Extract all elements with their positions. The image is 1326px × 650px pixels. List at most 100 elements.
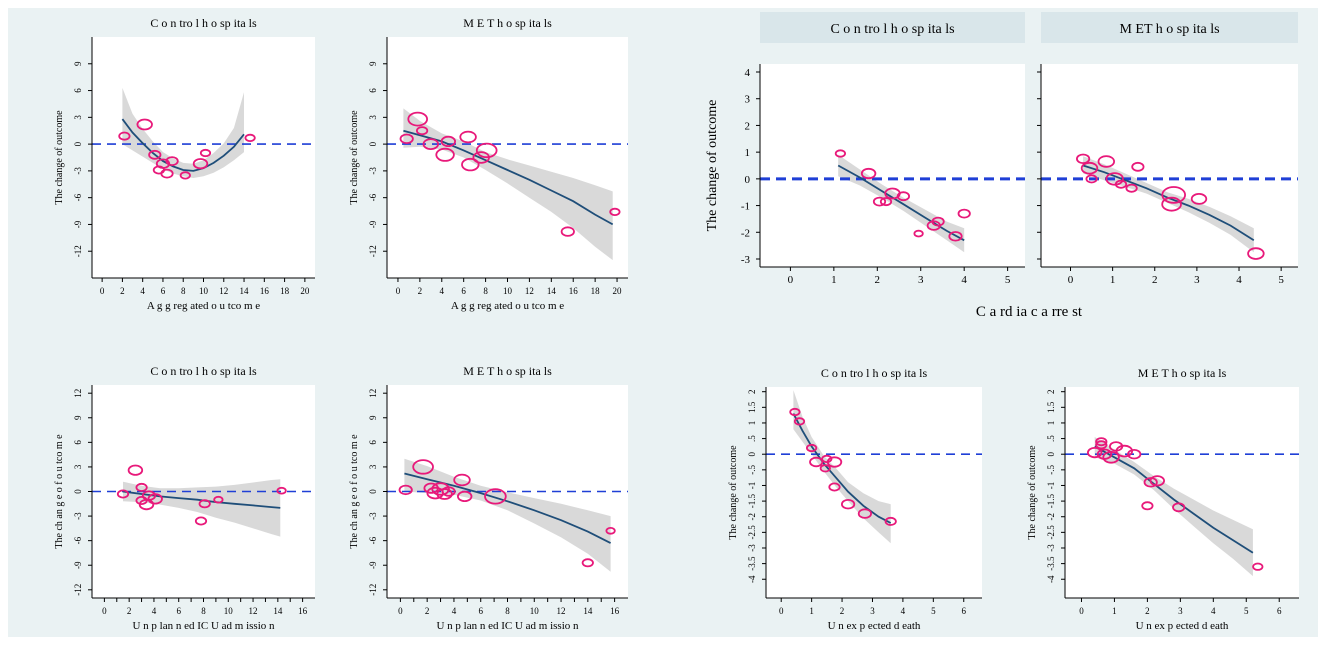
x-axis-label: A g g reg ated o u tco m e <box>451 300 564 312</box>
x-tick-label: 4 <box>901 606 906 616</box>
y-tick-label: -3 <box>73 167 83 175</box>
data-bubble <box>821 454 833 463</box>
y-tick-label: -2 <box>747 513 757 521</box>
y-tick-label: 6 <box>368 88 378 93</box>
x-tick-label: 6 <box>1277 606 1282 616</box>
x-tick-label: 8 <box>181 286 186 296</box>
data-bubble <box>398 484 413 496</box>
data-bubble <box>828 482 841 492</box>
x-tick-label: 10 <box>224 606 234 616</box>
data-bubble <box>1095 440 1108 450</box>
y-tick-label: -3.5 <box>1046 556 1056 571</box>
data-bubble <box>1086 446 1103 459</box>
x-axis-label: U n ex p ected d eath <box>1136 620 1229 632</box>
y-tick-label: -1 <box>1046 482 1056 490</box>
data-bubble <box>913 229 924 238</box>
data-bubble <box>407 111 429 127</box>
y-tick-label: -1.5 <box>1046 493 1056 508</box>
x-tick-label: 18 <box>591 286 601 296</box>
x-tick-label: 14 <box>583 606 593 616</box>
y-tick-label: -3 <box>368 167 378 175</box>
x-tick-label: 5 <box>931 606 936 616</box>
x-tick-label: 1 <box>1112 606 1117 616</box>
data-bubble <box>957 208 971 219</box>
chart-1: 0 2 4 6 8 10 12 14 16 18 20 -12 -9 -6 -3 0 3 6 9 C o n tro … <box>54 16 315 312</box>
y-tick-label: -2 <box>741 227 750 239</box>
data-bubble <box>1161 186 1186 204</box>
y-tick-label: 3 <box>73 464 83 469</box>
data-bubble <box>457 490 473 502</box>
y-tick-label: 0 <box>73 141 83 146</box>
y-tick-label: .5 <box>1046 435 1056 442</box>
data-bubble <box>127 464 144 476</box>
data-bubble <box>1131 161 1145 172</box>
y-tick-label: 1 <box>745 147 751 159</box>
x-tick-label: 14 <box>273 606 283 616</box>
data-bubble <box>1127 449 1142 460</box>
data-bubble <box>819 464 831 473</box>
x-tick-label: 0 <box>100 286 105 296</box>
confidence-band <box>122 87 244 178</box>
y-tick-label: 0 <box>368 489 378 494</box>
x-tick-label: 4 <box>152 606 157 616</box>
plot-area <box>760 64 1025 267</box>
data-bubble <box>609 207 621 216</box>
y-tick-label: 2 <box>1046 389 1056 394</box>
data-bubble <box>1125 183 1138 193</box>
data-bubble <box>440 135 457 147</box>
data-bubble <box>453 473 471 487</box>
y-axis-label: The change of outcome <box>349 110 360 205</box>
fitted-line <box>837 164 965 242</box>
y-tick-label: -9 <box>368 220 378 228</box>
chart-2: 0 2 4 6 8 10 12 14 16 18 20 -12 -9 -6 -3 0 3 6 9 M E T h o … <box>349 16 628 312</box>
data-bubble <box>789 407 801 417</box>
title-strip <box>760 12 1025 43</box>
y-tick-label: -1 <box>747 482 757 490</box>
y-tick-label: -2.5 <box>747 525 757 540</box>
title-strip <box>1041 12 1298 43</box>
x-tick-label: 2 <box>875 274 881 286</box>
chart-5: 0 2 4 6 8 10 12 14 16 -12 -9 -6 -3 0 3 6 9 12 C o n tro l … <box>54 364 315 632</box>
y-tick-label: 12 <box>73 389 83 398</box>
y-tick-label: -4 <box>1046 575 1056 583</box>
x-tick-label: 8 <box>483 286 488 296</box>
chart-title: M E T h o sp ita ls <box>1138 366 1227 380</box>
y-tick-label: -3.5 <box>747 556 757 571</box>
y-tick-label: -3 <box>73 512 83 520</box>
x-tick-label: 1 <box>809 606 814 616</box>
y-tick-label: 12 <box>368 389 378 398</box>
y-axis-label: The change of outcome <box>54 110 65 205</box>
x-tick-label: 5 <box>1005 274 1011 286</box>
x-tick-label: 2 <box>127 606 132 616</box>
y-tick-label: 2 <box>745 120 751 132</box>
data-bubble <box>484 488 507 505</box>
data-bubble <box>1085 174 1098 184</box>
y-tick-label: 3 <box>368 464 378 469</box>
chart-title: M ET h o sp ita ls <box>1119 22 1219 37</box>
y-tick-label: 1.5 <box>1046 401 1056 413</box>
y-tick-label: -2.5 <box>1046 525 1056 540</box>
data-bubble <box>896 191 911 202</box>
x-tick-label: 8 <box>505 606 510 616</box>
chart-title: M E T h o sp ita ls <box>463 16 552 30</box>
data-bubble <box>560 226 575 237</box>
x-tick-label: 6 <box>961 606 966 616</box>
x-tick-label: 20 <box>613 286 623 296</box>
confidence-band <box>793 390 891 544</box>
data-bubble <box>213 495 224 504</box>
x-axis-label: U n p lan n ed IC U ad m issio n <box>436 620 579 632</box>
data-bubble <box>805 443 818 453</box>
chart-7: 0 1 2 3 4 5 6 -4 -3.5 -3 -2.5 -2 -1.5 -1 -.5 0 .5 1 1.5 2 C … <box>728 366 982 632</box>
data-bubble <box>160 168 174 179</box>
data-bubble <box>116 489 130 499</box>
x-tick-label: 10 <box>530 606 540 616</box>
data-bubble <box>793 417 806 426</box>
data-bubble <box>194 516 208 526</box>
chart-4: 0 1 2 3 4 5 M ET h o sp ita ls <box>1037 12 1298 286</box>
y-tick-label: 9 <box>368 415 378 420</box>
plot-area <box>1065 387 1299 598</box>
data-bubble <box>1252 562 1264 571</box>
data-bubble <box>179 171 191 180</box>
y-tick-label: 0 <box>747 451 757 456</box>
x-tick-label: 0 <box>1068 274 1074 286</box>
